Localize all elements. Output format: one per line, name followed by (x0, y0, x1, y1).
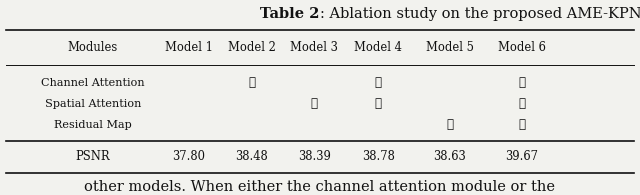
Text: ✓: ✓ (311, 97, 317, 110)
Text: PSNR: PSNR (76, 151, 110, 163)
Text: ✓: ✓ (375, 76, 381, 89)
Text: Residual Map: Residual Map (54, 120, 132, 130)
Text: Modules: Modules (68, 41, 118, 54)
Text: Model 5: Model 5 (426, 41, 474, 54)
Text: Spatial Attention: Spatial Attention (45, 99, 141, 109)
Text: 37.80: 37.80 (172, 151, 205, 163)
Text: ✓: ✓ (375, 97, 381, 110)
Text: 39.67: 39.67 (505, 151, 538, 163)
Text: 38.78: 38.78 (362, 151, 395, 163)
Text: ✓: ✓ (518, 97, 525, 110)
Text: 38.63: 38.63 (433, 151, 467, 163)
Text: ✓: ✓ (518, 76, 525, 89)
Text: ✓: ✓ (447, 118, 453, 131)
Text: Model 6: Model 6 (498, 41, 545, 54)
Text: Model 2: Model 2 (228, 41, 275, 54)
Text: 38.39: 38.39 (298, 151, 331, 163)
Text: : Ablation study on the proposed AME-KPNs.: : Ablation study on the proposed AME-KPN… (320, 7, 640, 21)
Text: ✓: ✓ (518, 118, 525, 131)
Text: Model 1: Model 1 (165, 41, 212, 54)
Text: Channel Attention: Channel Attention (41, 78, 145, 88)
Text: 38.48: 38.48 (235, 151, 268, 163)
Text: Model 3: Model 3 (291, 41, 338, 54)
Text: ✓: ✓ (248, 76, 255, 89)
Text: Table 2: Table 2 (260, 7, 320, 21)
Text: other models. When either the channel attention module or the: other models. When either the channel at… (84, 180, 556, 194)
Text: Model 4: Model 4 (355, 41, 402, 54)
